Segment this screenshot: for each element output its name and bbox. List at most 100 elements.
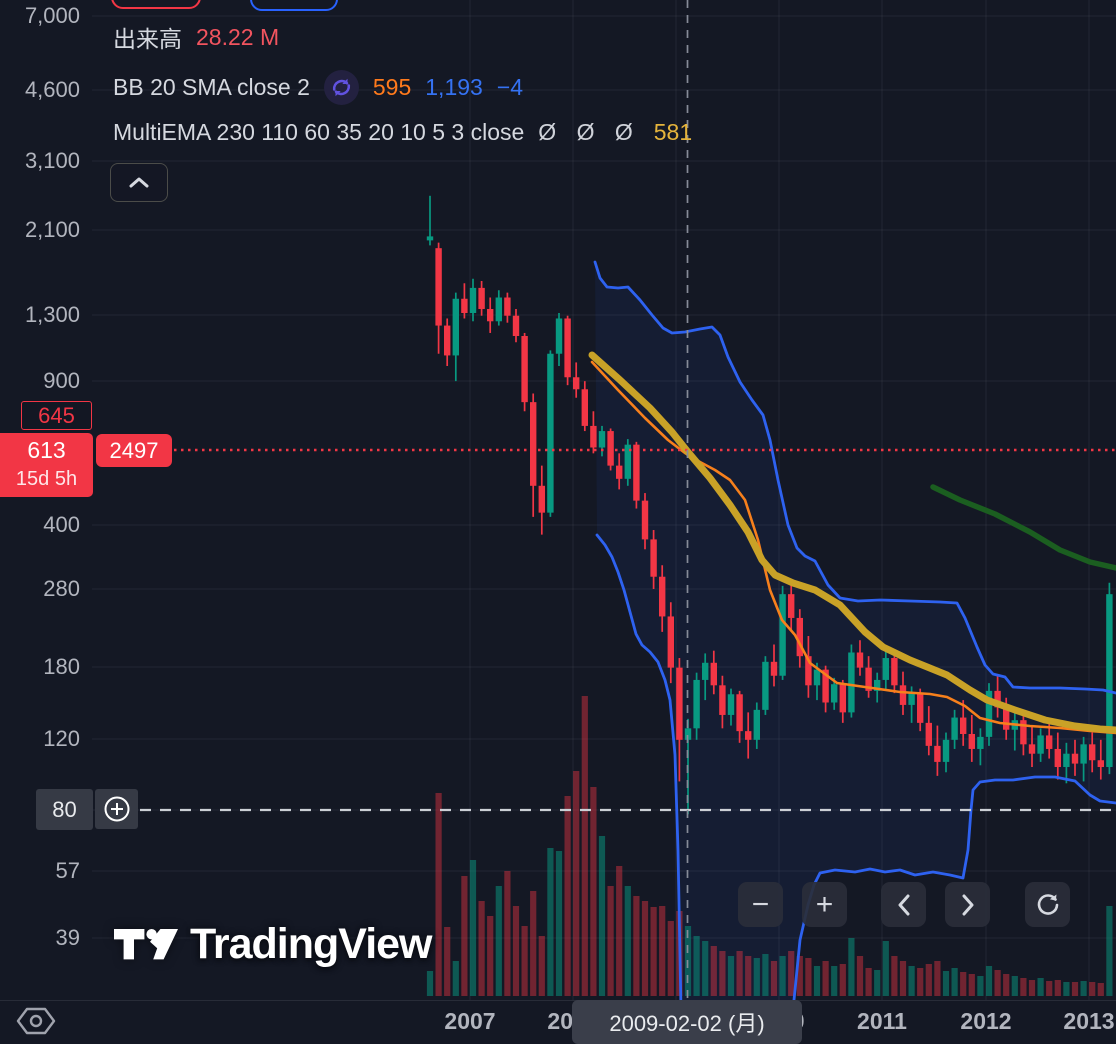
scroll-right-button[interactable] <box>945 882 990 927</box>
buy-button-partial[interactable] <box>250 0 338 11</box>
candle-body <box>1020 720 1027 745</box>
volume-bar <box>917 968 924 996</box>
tradingview-logo[interactable]: TradingView <box>114 920 432 969</box>
zoom-out-button[interactable]: − <box>738 882 783 927</box>
candle-body <box>676 667 683 740</box>
volume-bar <box>925 964 932 996</box>
sell-button-partial[interactable] <box>111 0 201 9</box>
candle-body <box>710 662 717 686</box>
candle-body <box>779 594 786 676</box>
volume-bar <box>538 936 545 996</box>
volume-bar <box>590 787 597 996</box>
collapse-legend-button[interactable] <box>110 163 168 202</box>
candle-body <box>659 576 666 617</box>
crosshair-date-value: 2009-02-02 (月) <box>609 1011 765 1036</box>
chevron-left-icon <box>898 894 909 915</box>
volume-bar <box>444 927 451 996</box>
volume-bar <box>848 938 855 996</box>
candle-body <box>1080 744 1087 764</box>
volume-bar <box>796 956 803 996</box>
reset-chart-button[interactable] <box>1025 882 1070 927</box>
chart-pane[interactable] <box>92 0 1116 1010</box>
candles <box>426 195 1113 815</box>
legend-row-multiema[interactable]: MultiEMA 230 110 60 35 20 10 5 3 close Ø… <box>113 119 692 146</box>
candle-body <box>581 389 588 426</box>
candle-body <box>633 444 640 501</box>
candle-body <box>960 717 967 734</box>
candle-body <box>822 669 829 703</box>
volume-bar <box>899 961 907 996</box>
volume-bar <box>633 896 640 996</box>
price-axis-label: 180 <box>43 654 80 679</box>
legend-row-volume[interactable]: 出来高 28.22 M <box>113 20 279 54</box>
bb-upper-value: 1,193 <box>425 74 483 100</box>
volume-bar <box>753 958 760 996</box>
volume-bar <box>667 921 674 996</box>
volume-bar <box>1046 981 1053 996</box>
volume-bar <box>839 964 846 996</box>
candle-body <box>1028 744 1036 754</box>
eye-button[interactable] <box>14 1004 58 1043</box>
volume-bar <box>495 886 502 996</box>
volume-bar <box>616 866 623 996</box>
scroll-left-button[interactable] <box>881 882 926 927</box>
price-axis-label: 120 <box>43 726 80 751</box>
tradingview-glyph-icon <box>114 928 178 959</box>
volume-bar <box>573 771 580 996</box>
candle-body <box>1054 748 1061 768</box>
price-axis-label: 2,100 <box>24 217 80 242</box>
alert-price-badge[interactable]: 645 <box>21 401 92 430</box>
sync-icon[interactable] <box>323 70 359 105</box>
volume-bar <box>745 956 752 996</box>
candle-body <box>908 693 915 705</box>
time-axis[interactable] <box>0 1000 1116 1044</box>
volume-bar <box>461 876 468 996</box>
candle-body <box>495 297 502 322</box>
volume-bar <box>762 954 769 996</box>
candle-body <box>555 318 563 354</box>
bb-fill-area <box>595 262 1116 1002</box>
candle-body <box>504 297 511 316</box>
volume-bar <box>607 886 614 996</box>
volume-bar <box>1097 983 1104 996</box>
candle-body <box>461 298 468 314</box>
candle-body <box>702 662 709 680</box>
price-axis-label: 39 <box>55 925 80 950</box>
volume-bar <box>1020 978 1027 996</box>
candle-body <box>1003 707 1010 730</box>
multiema-value: 581 <box>653 119 693 145</box>
volume-bar <box>426 971 434 996</box>
alert-price-value: 645 <box>38 402 75 428</box>
ema-slow-line <box>588 351 1116 734</box>
candle-body <box>478 287 485 310</box>
bb-upper-band <box>593 260 1116 695</box>
legend-row-bb[interactable]: BB 20 SMA close 2 595 1,193 −4 <box>113 70 523 105</box>
volume-bar <box>1063 982 1070 996</box>
volume-bar <box>547 848 554 996</box>
volume-bar <box>727 956 735 996</box>
volume-bar <box>942 971 950 996</box>
volume-bar <box>693 936 700 996</box>
volume-bar <box>702 941 709 996</box>
candle-body <box>745 731 752 740</box>
order-size-pill[interactable]: 2497 <box>96 434 172 467</box>
candle-body <box>899 685 907 705</box>
candle-body <box>934 745 941 762</box>
add-alert-plus-button[interactable] <box>95 789 138 829</box>
volume-bar <box>985 966 993 996</box>
candle-body <box>985 690 993 737</box>
candle-body <box>788 594 795 618</box>
candle-body <box>469 287 477 314</box>
zoom-in-button[interactable]: + <box>802 882 847 927</box>
candle-body <box>487 309 494 322</box>
candle-body <box>684 728 692 740</box>
candle-body <box>917 693 924 723</box>
candle-body <box>1063 753 1070 768</box>
candle-body <box>770 661 778 676</box>
volume-bar <box>960 972 967 996</box>
volume-bar <box>1106 906 1113 996</box>
order-size-value: 2497 <box>109 437 159 463</box>
crosshair-date-tooltip: 2009-02-02 (月) <box>572 1000 802 1044</box>
last-price-badge[interactable]: 613 15d 5h <box>0 433 93 497</box>
